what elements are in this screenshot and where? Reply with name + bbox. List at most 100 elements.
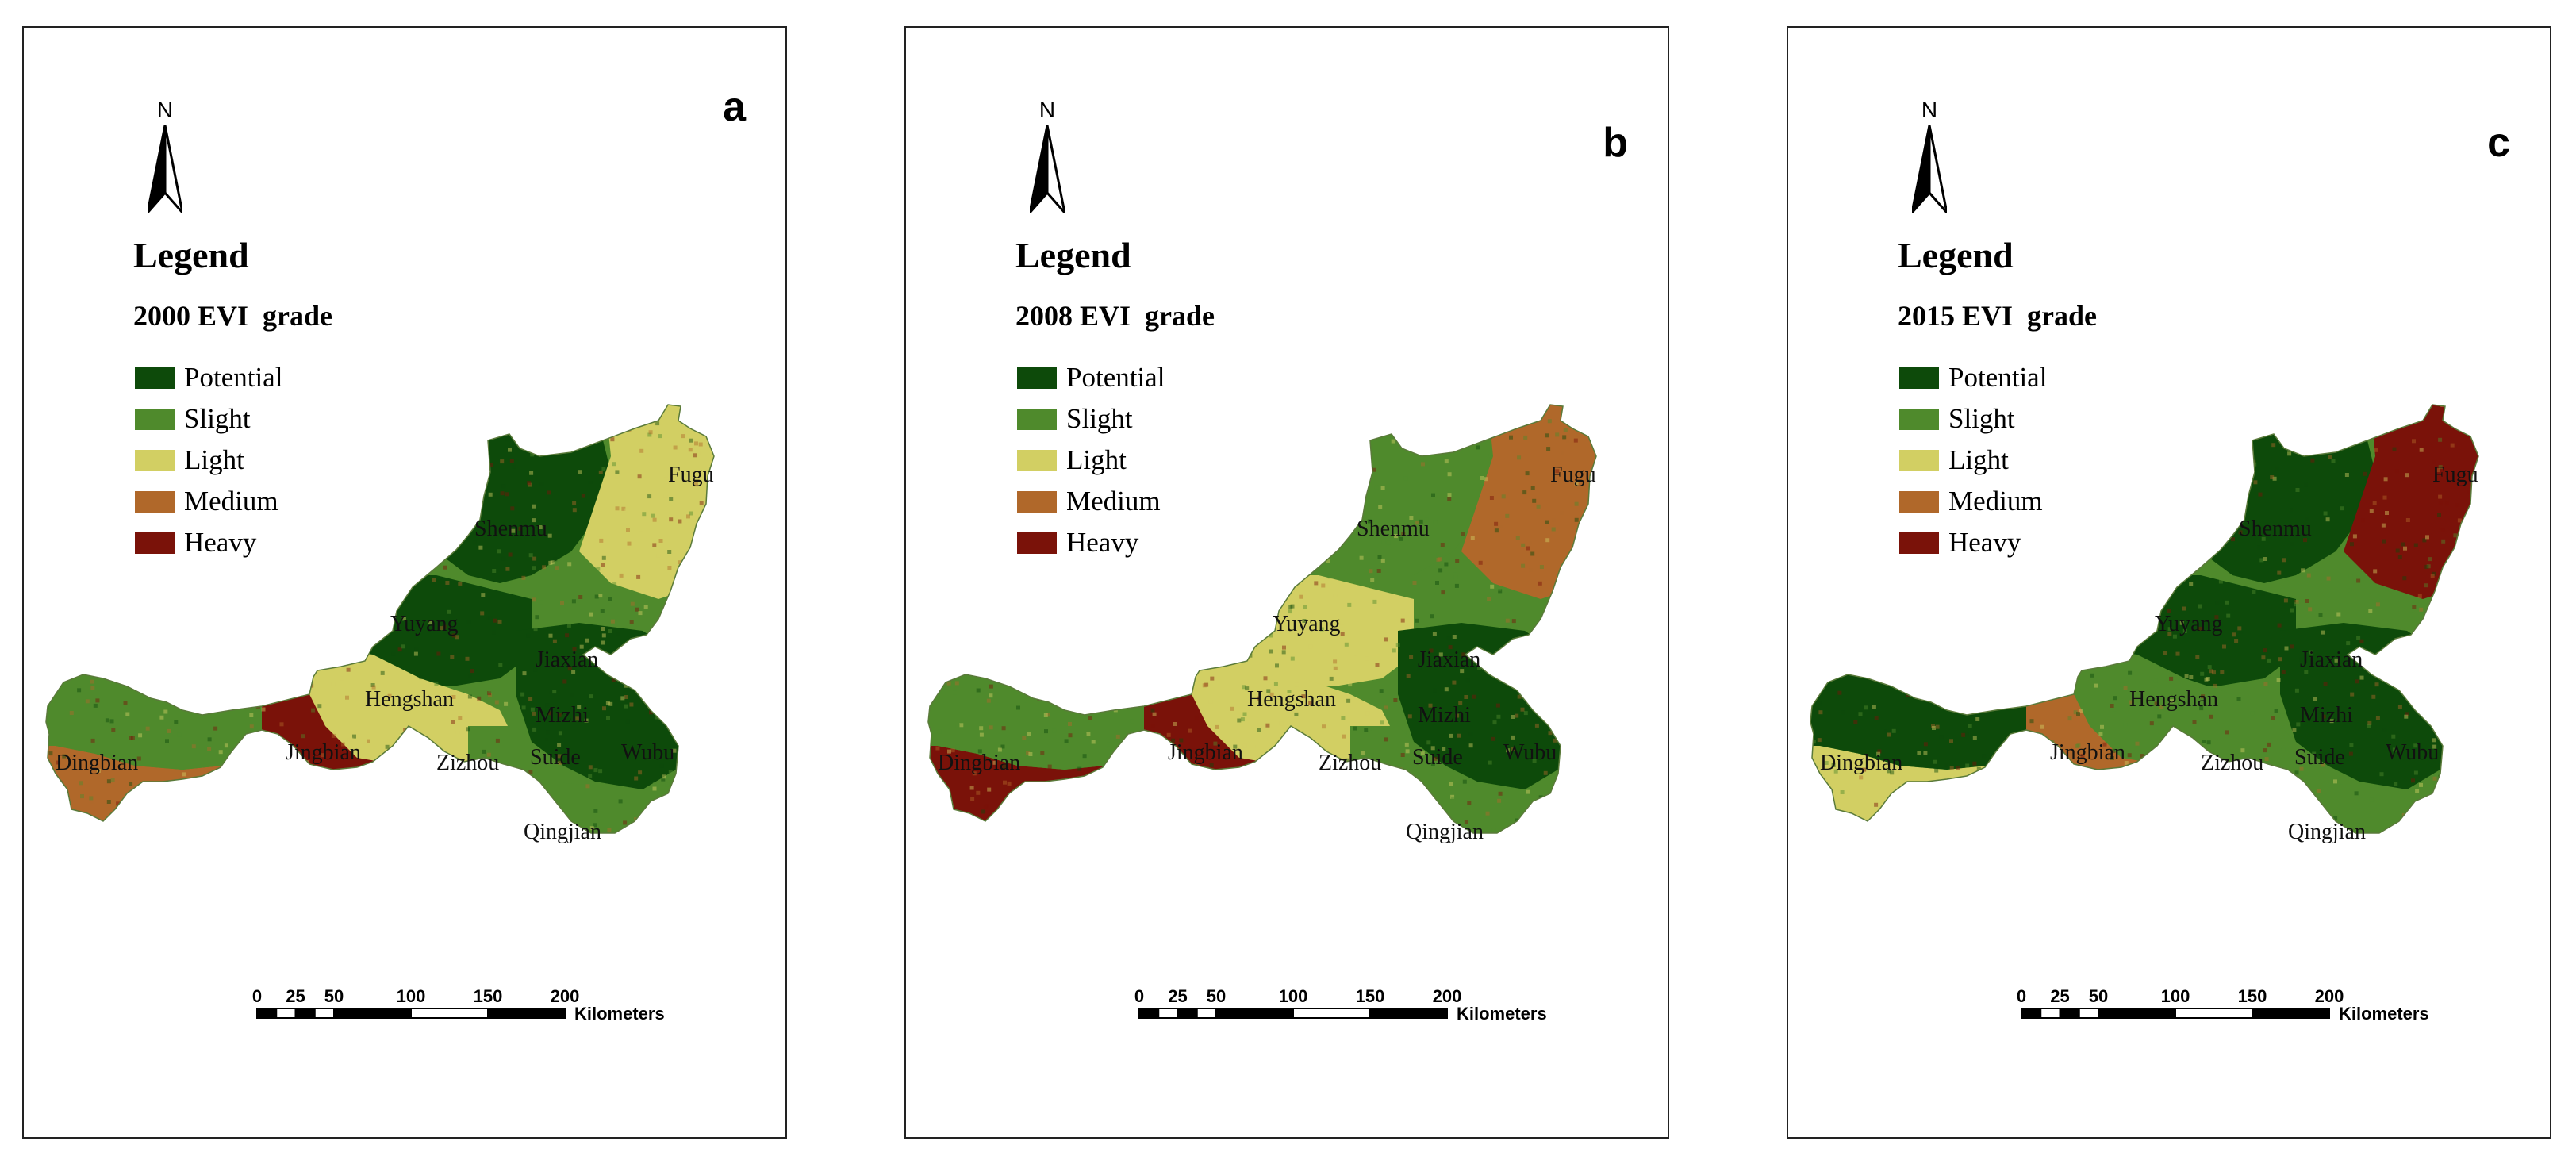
texture-speck: [436, 471, 441, 476]
texture-speck: [2090, 461, 2094, 466]
texture-speck: [2101, 841, 2105, 845]
texture-speck: [1224, 816, 1229, 820]
texture-speck: [552, 639, 557, 643]
texture-speck: [994, 821, 999, 826]
texture-speck: [332, 558, 336, 563]
texture-speck: [1308, 701, 1313, 705]
texture-speck: [1421, 462, 1425, 467]
texture-speck: [1872, 705, 1876, 709]
texture-speck: [1283, 570, 1288, 574]
texture-speck: [992, 760, 997, 765]
texture-speck: [1008, 674, 1012, 678]
texture-speck: [1380, 720, 1384, 725]
texture-speck: [1204, 682, 1209, 687]
texture-speck: [1472, 694, 1476, 699]
texture-speck: [211, 606, 215, 611]
texture-speck: [1092, 675, 1097, 680]
texture-speck: [1306, 510, 1311, 515]
texture-speck: [346, 606, 351, 611]
texture-speck: [1476, 819, 1480, 823]
texture-speck: [548, 711, 553, 716]
texture-speck: [1987, 789, 1992, 793]
panel-letter: a: [723, 84, 746, 130]
texture-speck: [2290, 608, 2294, 613]
texture-speck: [2139, 555, 2144, 560]
texture-speck: [2067, 528, 2071, 532]
texture-speck: [145, 726, 150, 731]
texture-speck: [639, 448, 644, 453]
texture-speck: [548, 690, 553, 695]
texture-speck: [2169, 676, 2174, 681]
texture-speck: [197, 690, 202, 695]
texture-speck: [1825, 669, 1829, 674]
texture-speck: [79, 781, 83, 786]
texture-speck: [1529, 568, 1534, 573]
texture-speck: [2106, 613, 2111, 618]
texture-speck: [2235, 795, 2239, 800]
texture-speck: [425, 391, 429, 395]
texture-speck: [562, 679, 567, 684]
texture-speck: [713, 629, 714, 634]
texture-speck: [584, 718, 589, 723]
texture-speck: [1301, 694, 1306, 699]
texture-speck: [2441, 539, 2446, 544]
texture-speck: [1594, 640, 1596, 644]
texture-speck: [687, 568, 692, 573]
texture-speck: [2220, 561, 2224, 566]
texture-speck: [53, 437, 58, 442]
texture-speck: [269, 847, 273, 851]
texture-speck: [2459, 636, 2463, 641]
texture-speck: [2170, 699, 2175, 704]
texture-speck: [1438, 662, 1443, 667]
texture-speck: [2116, 770, 2120, 774]
texture-speck: [1845, 782, 1849, 786]
texture-speck: [619, 671, 624, 676]
texture-speck: [140, 805, 144, 810]
texture-speck: [1447, 493, 1452, 497]
texture-speck: [1974, 663, 1979, 667]
texture-speck: [1238, 809, 1242, 813]
texture-speck: [66, 832, 71, 833]
texture-speck: [1516, 811, 1521, 816]
texture-speck: [1130, 619, 1134, 624]
texture-speck: [2402, 576, 2407, 581]
place-label-jingbian: Jingbian: [1168, 740, 1243, 765]
texture-speck: [2486, 631, 2490, 635]
texture-speck: [1838, 599, 1843, 604]
texture-speck: [1225, 843, 1229, 847]
texture-speck: [1007, 599, 1012, 604]
texture-speck: [1027, 732, 1031, 736]
texture-speck: [433, 477, 437, 482]
texture-speck: [397, 647, 402, 652]
texture-speck: [1043, 713, 1048, 717]
texture-speck: [1320, 463, 1325, 467]
texture-speck: [2449, 808, 2454, 812]
texture-speck: [2454, 417, 2459, 421]
texture-speck: [1404, 742, 1409, 747]
texture-speck: [1590, 428, 1595, 433]
texture-speck: [2193, 810, 2198, 815]
scale-tick-label: 200: [551, 986, 580, 1006]
texture-speck: [1234, 416, 1238, 421]
texture-speck: [2043, 648, 2048, 653]
texture-speck: [1301, 414, 1306, 419]
texture-speck: [1378, 505, 1383, 509]
texture-speck: [1405, 749, 1410, 754]
texture-speck: [938, 426, 942, 431]
texture-speck: [1549, 701, 1553, 705]
texture-speck: [2450, 809, 2455, 814]
texture-speck: [678, 519, 682, 524]
texture-speck: [2346, 641, 2351, 646]
texture-speck: [50, 816, 55, 821]
texture-speck: [327, 578, 332, 582]
texture-speck: [608, 597, 612, 601]
legend-item-potential: Potential: [1017, 357, 1165, 398]
texture-speck: [2289, 508, 2294, 513]
texture-speck: [504, 701, 509, 706]
texture-speck: [1287, 690, 1292, 693]
texture-speck: [1584, 743, 1588, 747]
texture-speck: [401, 617, 406, 621]
texture-speck: [2106, 568, 2110, 573]
texture-speck: [2165, 563, 2170, 568]
texture-speck: [1475, 847, 1479, 851]
